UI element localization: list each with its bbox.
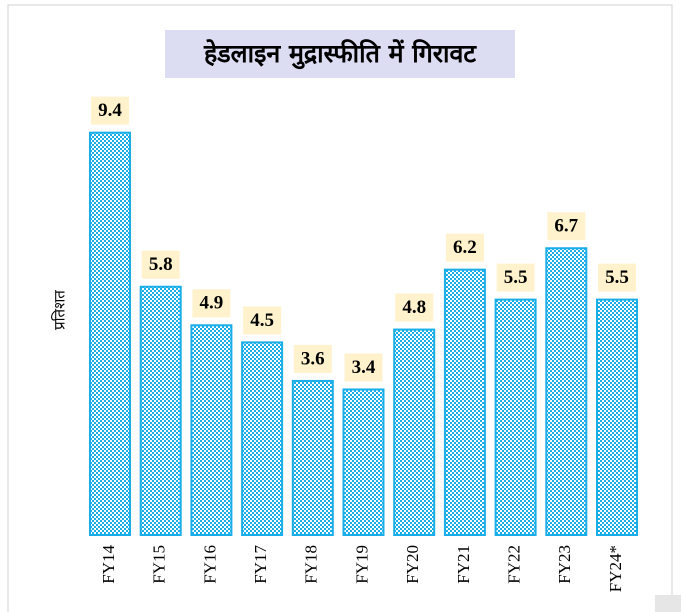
value-label-box [192, 289, 231, 318]
bar [393, 328, 436, 536]
value-label: 6.2 [453, 237, 477, 258]
value-label-box [598, 263, 636, 292]
bar [545, 247, 588, 537]
value-label-box [496, 263, 535, 292]
x-tick-label: FY22 [505, 545, 524, 584]
bar [89, 131, 131, 536]
value-label-box [344, 353, 383, 382]
bar [494, 298, 537, 536]
bar [190, 324, 233, 536]
x-tick-label: FY23 [555, 545, 574, 584]
chart-border [7, 4, 673, 612]
bar [443, 268, 486, 536]
bar [139, 285, 182, 537]
value-label: 3.6 [301, 348, 325, 369]
value-label: 5.8 [149, 254, 173, 275]
x-tick-label: FY21 [454, 545, 473, 584]
x-tick-label: FY20 [403, 545, 422, 584]
value-label-box [91, 96, 129, 125]
value-label-box [293, 344, 332, 373]
corner-box [655, 595, 681, 612]
value-label-box [395, 293, 434, 322]
chart-title: हेडलाइन मुद्रास्फीति में गिरावट [203, 39, 477, 70]
value-label: 4.9 [200, 293, 224, 314]
bar [596, 298, 638, 536]
x-tick-label: FY15 [150, 545, 169, 584]
x-tick-label: FY18 [302, 545, 321, 584]
bar [291, 379, 334, 537]
x-tick-label: FY17 [251, 545, 270, 584]
title-box [165, 30, 515, 78]
value-label: 4.8 [402, 297, 426, 318]
value-label: 6.7 [554, 216, 578, 237]
bar [342, 388, 385, 537]
value-label-box [141, 250, 180, 279]
value-label-box [243, 306, 282, 335]
x-tick-label: FY14 [99, 545, 118, 584]
value-label: 4.5 [250, 310, 274, 331]
y-axis-label: प्रतिशत [51, 290, 69, 330]
value-label-box [445, 233, 484, 262]
x-tick-label: FY19 [352, 545, 371, 584]
value-label: 9.4 [98, 100, 122, 121]
x-tick-label: FY24* [606, 545, 625, 592]
bar [241, 341, 284, 536]
value-label: 5.5 [504, 267, 528, 288]
x-tick-label: FY16 [200, 545, 219, 584]
value-label: 5.5 [605, 267, 629, 288]
value-label: 3.4 [352, 357, 376, 378]
value-label-box [547, 212, 586, 241]
